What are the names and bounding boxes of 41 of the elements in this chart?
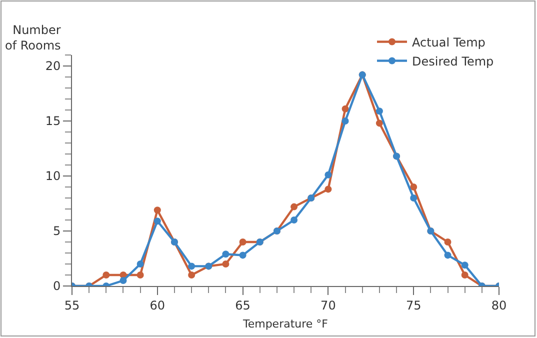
- y-tick-label: 10: [45, 169, 61, 184]
- point: [120, 277, 127, 284]
- x-tick-label: 75: [406, 298, 422, 312]
- point: [290, 216, 298, 224]
- x-tick-label: 80: [491, 298, 507, 312]
- point: [154, 206, 161, 214]
- point: [410, 184, 418, 190]
- point: [376, 120, 383, 127]
- point: [342, 105, 349, 112]
- point: [136, 272, 144, 278]
- x-tick-label: 60: [150, 298, 166, 312]
- legend-label: Actual Temp: [412, 35, 486, 50]
- point: [324, 171, 332, 178]
- point: [188, 272, 196, 278]
- point: [154, 218, 161, 225]
- point: [342, 118, 349, 124]
- y-tick-label: 20: [45, 59, 61, 74]
- point: [444, 238, 452, 246]
- y-tick-label: 5: [52, 224, 61, 238]
- point: [239, 252, 246, 259]
- point: [461, 262, 468, 269]
- point: [188, 262, 196, 270]
- point: [444, 252, 452, 259]
- legend-label: Desired Temp: [412, 54, 494, 68]
- y-tick-label: 0: [52, 279, 61, 294]
- x-tick-label: 55: [64, 298, 80, 312]
- y-axis-title: Number of Rooms: [5, 23, 61, 53]
- y-tick-label: 15: [45, 114, 61, 128]
- x-tick-label: 70: [320, 298, 336, 312]
- x-axis-title: Temperature °F: [242, 318, 328, 331]
- point: [136, 260, 144, 268]
- point: [222, 260, 230, 268]
- point: [222, 250, 230, 258]
- point: [290, 203, 298, 210]
- point: [239, 238, 246, 246]
- point: [376, 108, 383, 115]
- x-tick-label: 65: [235, 298, 250, 312]
- point: [461, 272, 468, 278]
- point: [410, 194, 418, 202]
- point: [102, 272, 110, 278]
- point: [324, 186, 332, 193]
